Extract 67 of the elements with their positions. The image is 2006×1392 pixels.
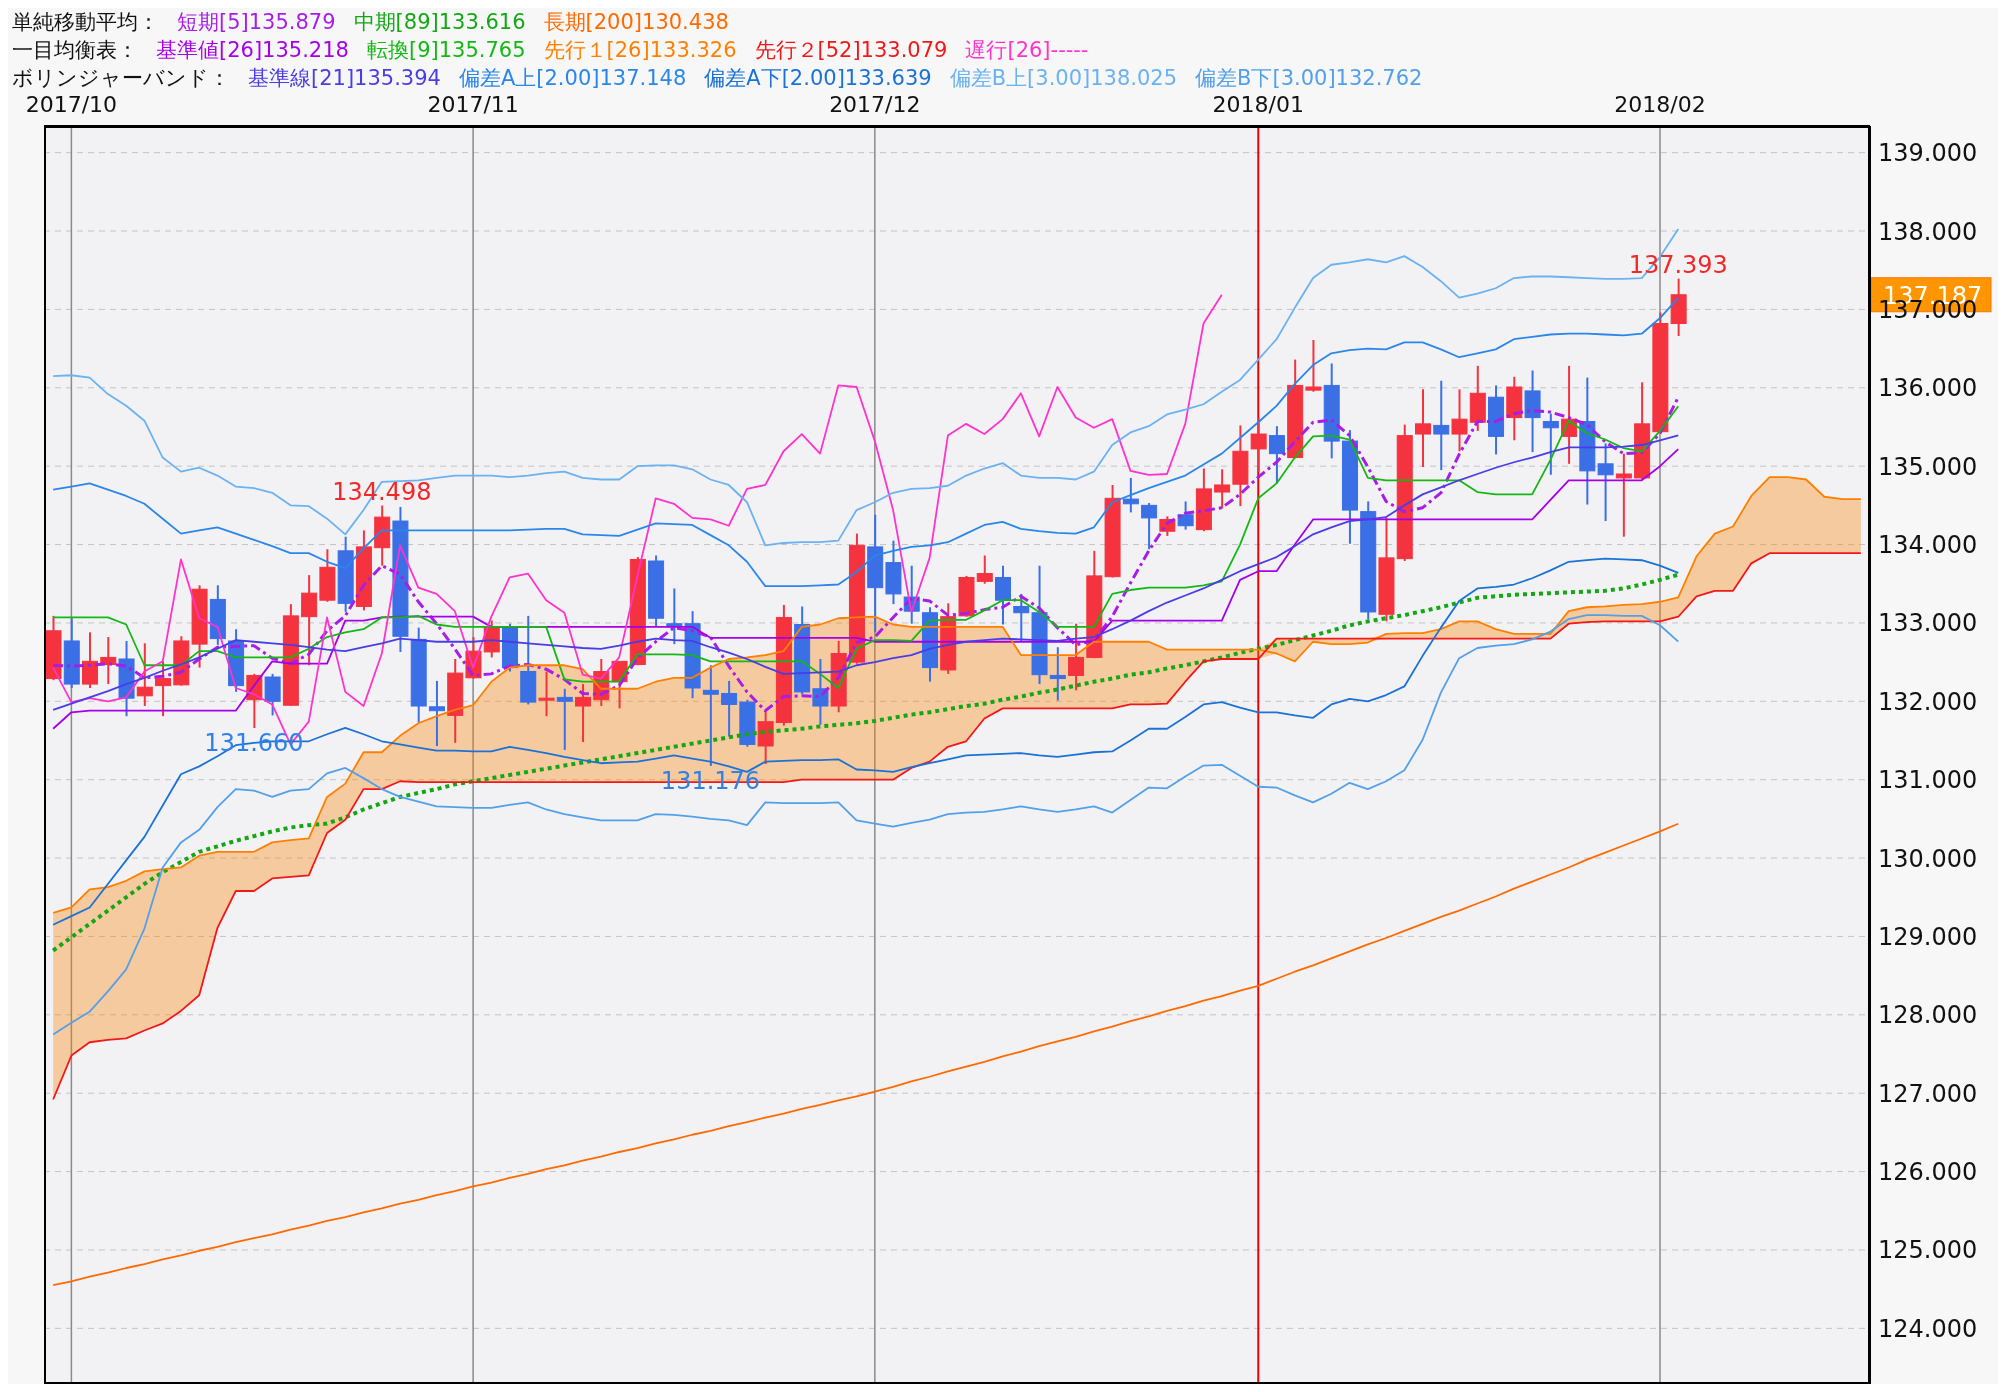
candlestick xyxy=(556,687,573,751)
candlestick xyxy=(702,664,719,767)
candlestick xyxy=(1049,646,1066,702)
y-tick-label: 125.000 xyxy=(1878,1236,1978,1265)
text: 転換[9]135.765 xyxy=(366,37,526,64)
text: 一目均衡表： xyxy=(12,37,138,64)
candlestick xyxy=(1305,338,1322,393)
candlestick xyxy=(1433,379,1450,472)
x-tick-label: 2018/02 xyxy=(1614,92,1706,117)
candlestick xyxy=(1250,416,1267,473)
y-tick-label: 129.000 xyxy=(1878,922,1978,951)
candlestick xyxy=(1415,388,1431,468)
y-tick-label: 126.000 xyxy=(1878,1158,1978,1187)
candlestick xyxy=(1268,425,1285,485)
candlestick xyxy=(976,554,993,585)
candlestick xyxy=(155,660,172,718)
x-tick-label: 2017/10 xyxy=(25,92,118,117)
text: 偏差A上[2.00]137.148 xyxy=(458,65,687,92)
candlestick xyxy=(575,683,592,744)
x-tick-label: 2017/12 xyxy=(829,92,921,117)
y-tick-label: 134.000 xyxy=(1878,531,1978,560)
x-tick-label: 2017/11 xyxy=(427,92,519,117)
text: 偏差B上[3.00]138.025 xyxy=(949,65,1178,92)
candlestick xyxy=(136,642,153,708)
text: 先行２[52]133.079 xyxy=(754,37,948,64)
y-tick-label: 128.000 xyxy=(1878,1001,1978,1030)
y-tick-label: 124.000 xyxy=(1878,1314,1978,1343)
text: 遅行[26]----- xyxy=(965,37,1089,64)
text: 基準線[21]135.394 xyxy=(248,65,441,92)
y-tick-label: 131.000 xyxy=(1878,766,1978,795)
candlestick xyxy=(1141,502,1158,551)
y-tick-label: 133.000 xyxy=(1878,609,1978,638)
y-tick-label: 135.000 xyxy=(1878,452,1978,481)
candlestick xyxy=(995,564,1012,626)
candlestick xyxy=(721,679,738,738)
text: 中期[89]133.616 xyxy=(353,9,526,36)
y-tick-label: 132.000 xyxy=(1878,687,1978,716)
y-tick-label: 127.000 xyxy=(1878,1079,1978,1108)
candlestick xyxy=(1542,412,1559,476)
candlestick xyxy=(812,657,829,726)
candlestick xyxy=(1597,442,1614,523)
x-tick-label: 2018/01 xyxy=(1212,92,1304,117)
line-series xyxy=(52,822,1680,1287)
y-tick-label: 130.000 xyxy=(1878,844,1978,873)
candlestick xyxy=(1013,592,1030,642)
text: 偏差A下[2.00]133.639 xyxy=(704,65,932,92)
text: 基準値[26]135.218 xyxy=(156,37,349,64)
text: 長期[200]130.438 xyxy=(543,9,729,36)
candlestick xyxy=(1451,388,1468,453)
candlestick xyxy=(428,679,445,747)
y-tick-label: 136.000 xyxy=(1878,374,1978,403)
text: 先行１[26]133.326 xyxy=(543,37,737,64)
candlestick xyxy=(538,670,555,718)
line-series xyxy=(52,614,1680,1036)
y-tick-label: 138.000 xyxy=(1878,217,1978,246)
y-tick-label: 139.000 xyxy=(1878,139,1978,168)
text: ボリンジャーバンド： xyxy=(12,65,230,92)
line-series xyxy=(52,476,1862,914)
candlestick xyxy=(1122,476,1139,514)
text: 短期[5]135.879 xyxy=(177,9,336,36)
candlestick xyxy=(82,631,99,689)
candlestick xyxy=(1615,452,1632,538)
candlestick xyxy=(1177,500,1194,531)
text: 単純移動平均： xyxy=(12,9,159,36)
text: 偏差B下[3.00]132.762 xyxy=(1195,65,1423,92)
candlestick xyxy=(1068,622,1085,692)
candlestick xyxy=(1214,468,1231,510)
